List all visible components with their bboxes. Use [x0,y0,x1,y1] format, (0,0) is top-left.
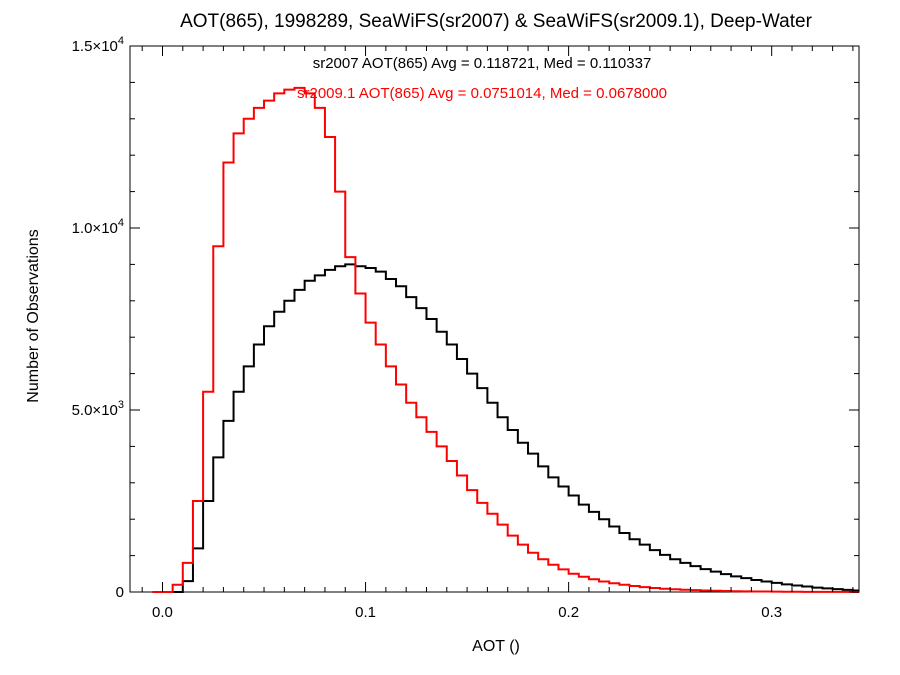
y-tick-label: 1.0×104 [72,217,124,237]
y-tick-label: 5.0×103 [72,399,124,419]
stat-annotation-sr2009: sr2009.1 AOT(865) Avg = 0.0751014, Med =… [297,85,667,102]
series-line-1 [162,263,859,593]
x-tick-label: 0.3 [761,604,782,621]
x-tick-labels: 0.0 0.1 0.2 0.3 [152,604,782,621]
x-tick-label: 0.2 [558,604,579,621]
ticks-layer [130,45,859,593]
x-tick-label: 0.0 [152,604,173,621]
x-tick-label: 0.1 [355,604,376,621]
plot-frame [129,45,860,593]
y-axis-label: Number of Observations [25,229,42,402]
stat-annotation-sr2007: sr2007 AOT(865) Avg = 0.118721, Med = 0.… [313,55,652,72]
plot-area [129,45,860,593]
y-tick-label: 1.5×104 [72,35,124,55]
y-tick-labels: 0 5.0×103 1.0×104 1.5×104 [72,35,124,601]
x-axis-label: AOT () [472,638,520,655]
chart-title: AOT(865), 1998289, SeaWiFS(sr2007) & Sea… [180,11,812,32]
series-line-2 [152,86,859,593]
y-tick-label: 0 [116,584,124,601]
series-layer [152,86,859,593]
